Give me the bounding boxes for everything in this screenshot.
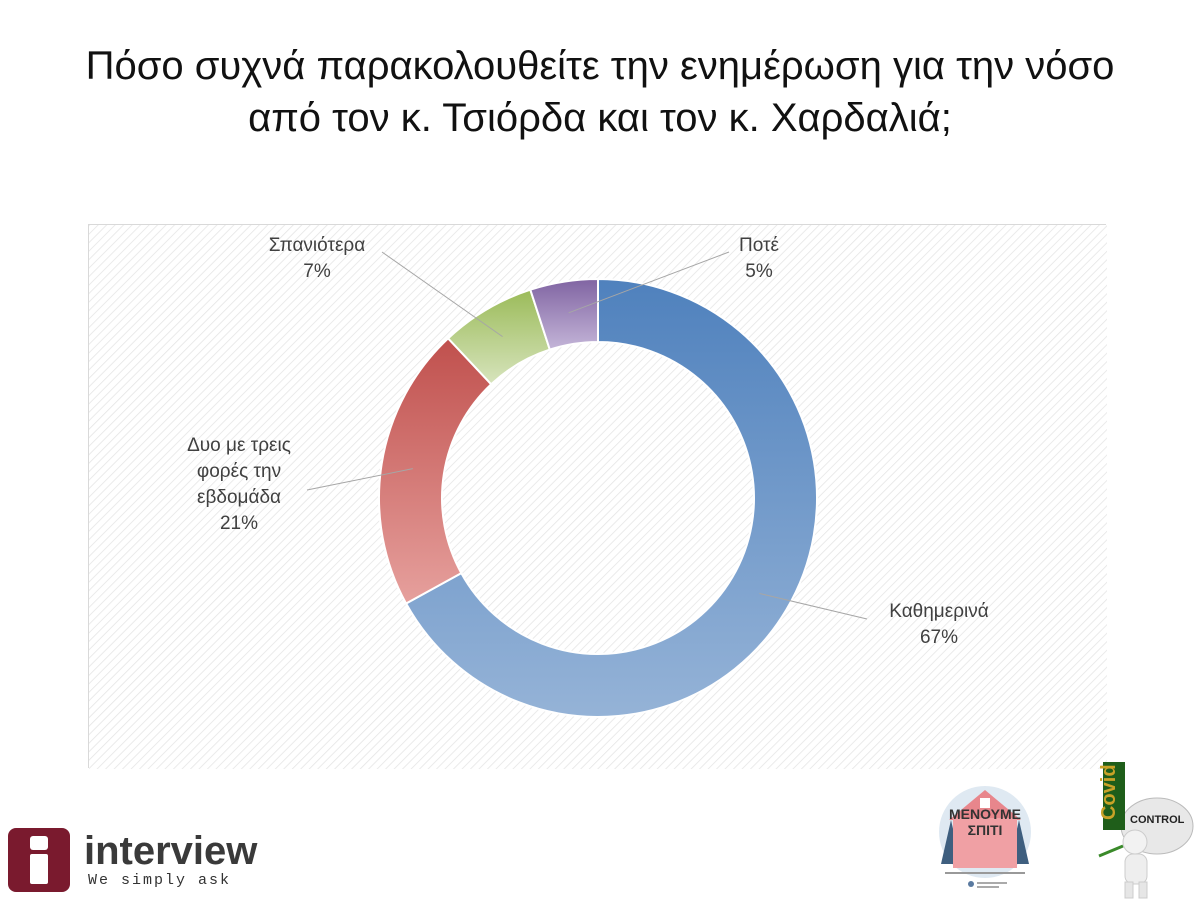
- control-word: CONTROL: [1130, 814, 1185, 826]
- covid-word: Covid: [1098, 764, 1120, 820]
- data-label-kathimerina: Καθημερινά 67%: [859, 599, 1019, 651]
- interview-logo: interview We simply ask: [8, 828, 268, 894]
- slice-kathimerina: [404, 277, 818, 718]
- chart-area: Καθημερινά 67% Δυο με τρεις φορές την εβ…: [88, 224, 1107, 769]
- label-value: 5%: [745, 261, 773, 282]
- label-category: εβδομάδα: [196, 487, 282, 508]
- title-line-1: Πόσο συχνά παρακολουθείτε την ενημέρωση …: [85, 44, 1115, 88]
- data-label-pote: Ποτέ 5%: [709, 233, 809, 285]
- donut-chart: [89, 225, 1107, 769]
- stay-home-text: ΜΕΝΟΥΜΕ ΣΠΙΤΙ: [949, 806, 1021, 838]
- label-category: Σπανιότερα: [268, 235, 366, 256]
- label-value: 7%: [303, 261, 331, 282]
- interview-logo-icon: [8, 828, 70, 892]
- leader-line: [381, 251, 503, 338]
- leader-line: [306, 468, 413, 491]
- slice-pote: [529, 277, 599, 351]
- page-title: Πόσο συχνά παρακολουθείτε την ενημέρωση …: [0, 40, 1200, 144]
- label-category: φορές την: [196, 461, 282, 482]
- leader-line: [759, 592, 868, 620]
- label-value: 67%: [919, 627, 959, 648]
- title-line-2: από τον κ. Τσιόρδα και τον κ. Χαρδαλιά;: [248, 96, 952, 140]
- logo-wordmark: interview: [84, 829, 258, 873]
- label-category: Καθημερινά: [889, 601, 989, 622]
- stay-home-logo: ΜΕΝΟΥΜΕ ΣΠΙΤΙ: [935, 780, 1035, 892]
- stay-home-house-icon: [939, 786, 1031, 888]
- label-value: 21%: [219, 513, 259, 534]
- logo-tagline: We simply ask: [88, 872, 232, 889]
- data-label-spaniotera: Σπανιότερα 7%: [247, 233, 387, 285]
- data-label-dyo-me-treis: Δυο με τρεις φορές την εβδομάδα 21%: [159, 433, 319, 537]
- label-category: Ποτέ: [739, 235, 779, 256]
- leader-line: [568, 251, 730, 314]
- label-category: Δυο με τρεις: [187, 435, 291, 456]
- covid-control-figure-icon: [1098, 762, 1194, 899]
